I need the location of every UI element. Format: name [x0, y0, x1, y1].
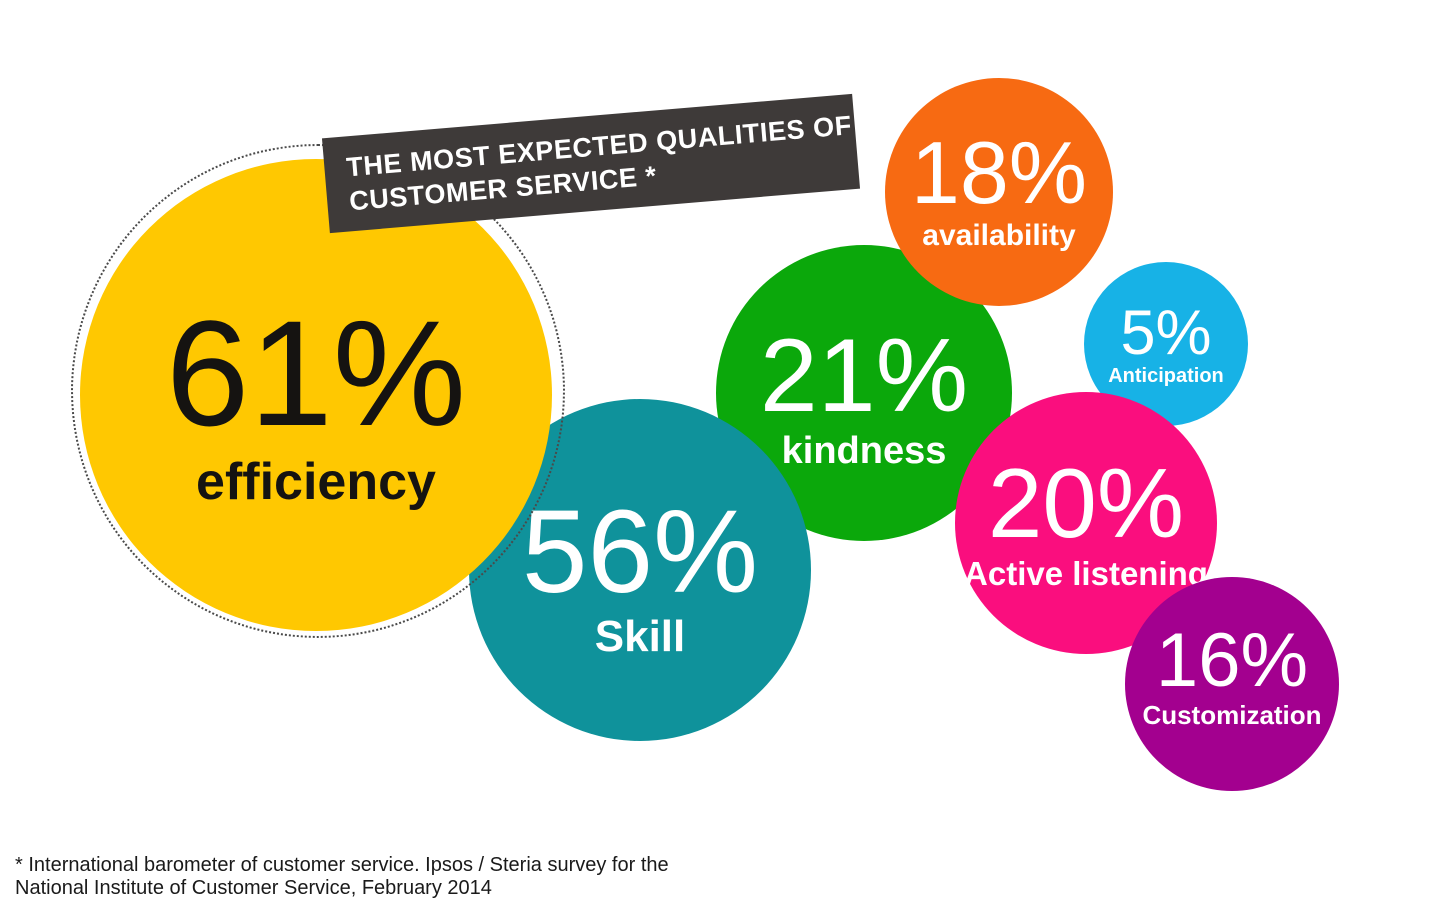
bubble-skill-label: Skill	[594, 612, 686, 662]
bubble-skill: 56% Skill	[469, 399, 811, 741]
bubble-active-listening-content: 20% Active listening	[964, 448, 1208, 592]
bubble-active-listening-value: 20%	[987, 448, 1185, 559]
footnote-line-2: National Institute of Customer Service, …	[15, 877, 492, 899]
bubble-kindness-label: kindness	[781, 429, 947, 472]
bubble-customization-value: 16%	[1155, 617, 1309, 703]
bubble-anticipation-content: 5% Anticipation	[1108, 297, 1224, 389]
bubble-anticipation-value: 5%	[1120, 297, 1212, 368]
bubble-availability-label: availability	[922, 218, 1076, 252]
bubble-kindness-value: 21%	[759, 318, 969, 435]
source-footnote: * International barometer of customer se…	[15, 854, 669, 900]
title-banner: THE MOST EXPECTED QUALITIES OF CUSTOMER …	[321, 93, 861, 234]
dotted-ring	[71, 144, 565, 638]
bubble-customization: 16% Customization	[1125, 577, 1339, 791]
bubble-customization-label: Customization	[1142, 700, 1322, 731]
bubble-availability-content: 18% availability	[910, 123, 1088, 253]
bubble-active-listening-label: Active listening	[964, 554, 1208, 592]
footnote-line-1: * International barometer of customer se…	[15, 854, 669, 876]
bubble-skill-content: 56% Skill	[521, 485, 759, 662]
bubble-availability-value: 18%	[910, 123, 1088, 223]
bubble-customization-content: 16% Customization	[1142, 617, 1322, 731]
bubble-availability: 18% availability	[885, 78, 1113, 306]
bubble-skill-value: 56%	[521, 485, 759, 618]
bubble-kindness-content: 21% kindness	[759, 318, 969, 473]
bubble-anticipation-label: Anticipation	[1108, 365, 1224, 388]
